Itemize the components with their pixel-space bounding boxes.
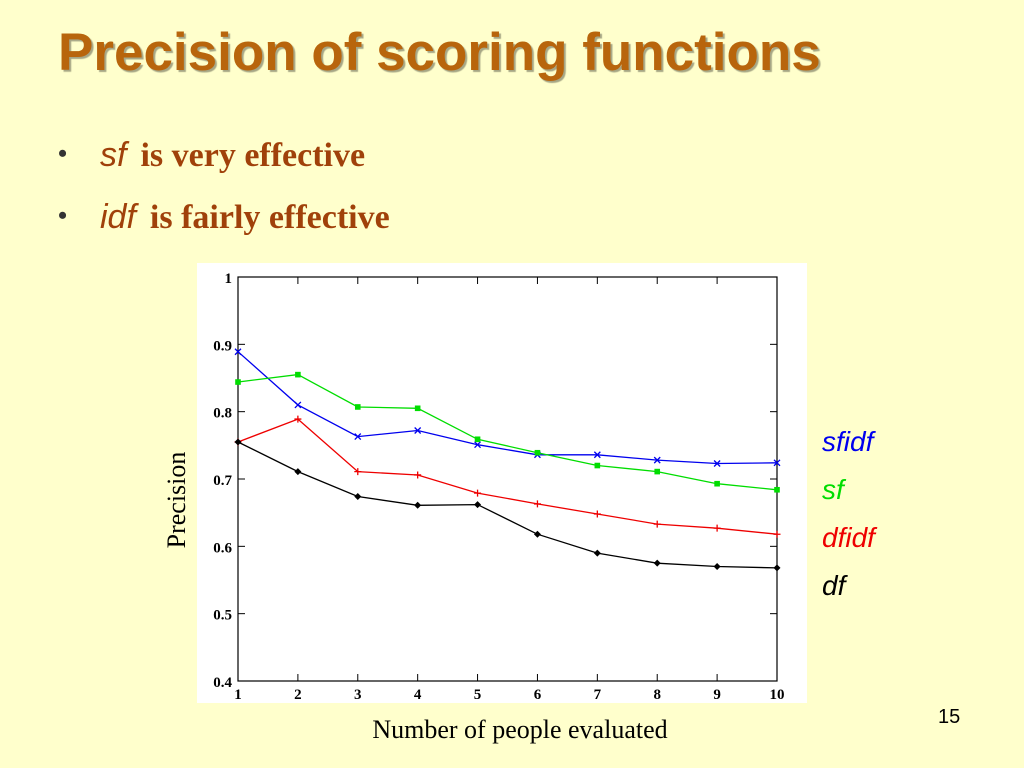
y-tick-label: 0.8 (213, 406, 232, 422)
data-point-df (474, 501, 482, 509)
data-point-sfidf (653, 456, 661, 464)
x-tick-label: 6 (534, 687, 542, 703)
y-tick-label: 0.7 (213, 473, 232, 489)
x-tick-label: 1 (234, 687, 242, 703)
data-point-sf (774, 486, 780, 493)
bullet-text: is very effective (140, 137, 366, 174)
data-point-sf (654, 468, 661, 475)
x-axis-label: Number of people evaluated (372, 715, 668, 744)
data-point-sf (235, 379, 241, 385)
y-tick-label: 0.9 (213, 338, 232, 354)
data-point-sfidf (773, 459, 781, 467)
data-point-df (773, 564, 781, 572)
x-tick-label: 10 (770, 687, 785, 703)
data-point-sfidf (593, 451, 601, 459)
data-point-dfidf (294, 415, 302, 423)
bullet-item-sf: • sf is very effective (58, 136, 390, 198)
series-line-dfidf (237, 418, 778, 535)
data-point-df (713, 563, 721, 571)
data-point-dfidf (474, 489, 482, 497)
series-line-sf (237, 373, 778, 491)
series-line-df (237, 441, 778, 569)
data-point-dfidf (414, 471, 422, 479)
data-point-dfidf (773, 530, 781, 538)
bullet-marker: • (58, 139, 68, 168)
data-point-df (414, 501, 422, 509)
data-point-sf (714, 480, 720, 487)
data-point-sfidf (474, 441, 482, 449)
x-tick-label: 2 (294, 687, 302, 703)
data-point-dfidf (713, 524, 721, 532)
precision-chart: 0.4 0.5 0.6 0.7 0.8 0.9 1 1 2 3 4 5 6 7 8 9 10 (213, 271, 785, 703)
data-point-sf (474, 436, 481, 443)
slide-title: Precision of scoring functions (58, 23, 821, 82)
data-point-sfidf (713, 460, 721, 467)
data-point-df (653, 559, 661, 567)
series-line-sfidf (237, 351, 778, 465)
data-point-sfidf (354, 433, 362, 441)
data-point-dfidf (653, 520, 661, 528)
data-point-dfidf (593, 510, 601, 518)
data-point-sfidf (414, 427, 422, 434)
legend-item-dfidf: dfidf (822, 522, 875, 553)
data-point-sfidf (234, 348, 242, 356)
chart-panel: 0.4 0.5 0.6 0.7 0.8 0.9 1 1 2 3 4 5 6 7 8 9 10 (197, 263, 807, 703)
x-tick-label: 5 (474, 687, 482, 703)
data-point-sf (594, 462, 601, 469)
bullet-term: idf (100, 198, 136, 236)
data-point-sf (414, 405, 421, 412)
data-point-dfidf (533, 500, 541, 508)
bullet-item-idf: • idf is fairly effective (58, 198, 390, 260)
bullet-text: is fairly effective (149, 199, 390, 236)
legend-item-sfidf: sfidf (822, 426, 874, 457)
bullet-term: sf (100, 136, 127, 174)
x-tick-label: 3 (354, 687, 362, 703)
x-tick-label: 7 (594, 687, 602, 703)
data-point-sf (354, 404, 361, 410)
chart-legend: sfidf sf dfidf df (822, 418, 875, 610)
x-tick-label: 8 (653, 687, 661, 703)
data-point-df (354, 493, 362, 501)
page-number: 15 (938, 706, 961, 728)
data-point-df (234, 438, 242, 446)
legend-item-sf: sf (822, 474, 844, 505)
y-tick-label: 0.5 (213, 608, 232, 624)
bullet-list: • sf is very effective • idf is fairly e… (58, 136, 390, 260)
data-point-df (533, 530, 541, 538)
y-axis-label: Precision (162, 451, 191, 549)
data-point-df (593, 549, 601, 557)
data-point-sf (295, 371, 301, 378)
data-point-df (294, 468, 302, 476)
data-point-sfidf (294, 401, 302, 409)
y-tick-label: 0.4 (213, 675, 232, 691)
bullet-marker: • (58, 201, 68, 230)
y-tick-label: 1 (225, 271, 233, 287)
data-point-sf (534, 449, 541, 456)
x-tick-label: 9 (713, 687, 721, 703)
y-tick-label: 0.6 (213, 540, 232, 556)
data-point-dfidf (354, 468, 362, 476)
legend-item-df: df (822, 570, 846, 601)
x-tick-label: 4 (414, 687, 422, 703)
